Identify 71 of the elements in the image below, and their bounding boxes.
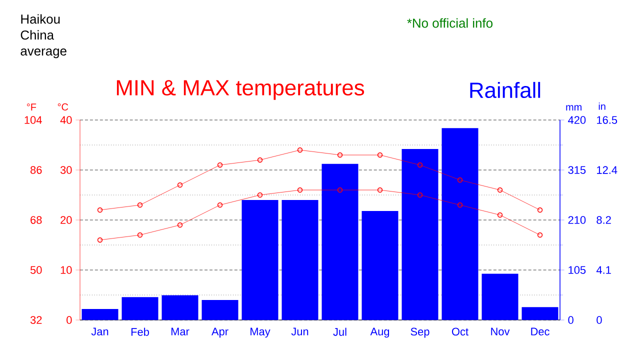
y3-tick-label: 32 [30,316,42,324]
x-tick-label: Mar [171,328,190,336]
x-tick-label: Oct [452,328,468,336]
y-tick-label: 40 [60,116,72,124]
y-tick-label: 10 [60,266,72,274]
point [257,157,263,163]
y2-axis-title: mm [566,105,582,110]
bar [162,295,198,320]
bar [402,149,438,320]
bar [362,210,398,320]
bar [122,297,158,320]
point [497,212,503,218]
x-tick-label: Dec [531,328,550,336]
point [257,192,263,198]
y-tick-label: 0 [66,316,72,324]
x-tick-label: Sep [410,328,430,338]
point [417,192,423,198]
y-tick-label: 30 [60,166,72,174]
text: 8.2 [596,216,611,224]
point [297,187,303,193]
point [217,162,223,168]
x-tick-label: Jun [291,328,308,336]
x-tick-label: May [250,328,270,338]
y3-tick-label: 68 [30,216,42,224]
y-tick-label: 20 [60,216,72,224]
bar [322,164,358,320]
point [337,187,343,193]
text: in [598,102,606,110]
text: MIN & MAX temperatures [116,80,364,100]
point [377,187,383,193]
x-tick-label: Apr [211,328,228,338]
point [177,222,183,228]
text: 16.5 [597,116,618,124]
y2-tick-label: 210 [568,216,586,224]
y2-tick-label: 315 [568,166,586,174]
y-axis-title: °C [58,103,68,110]
point [497,187,503,193]
x-tick-label: Nov [491,328,510,336]
y3-axis-title: °F [27,104,36,110]
y2-tick-label: 0 [568,316,574,324]
point [417,162,423,168]
x-tick-label: Jul [333,328,346,336]
text: 0 [596,316,602,324]
chart-title: Haikou China average [20,14,66,58]
y2-tick-label: 420 [568,116,586,124]
bar [282,200,318,320]
point [137,232,143,238]
point [337,152,343,158]
point [377,152,383,158]
point [177,182,183,188]
point [457,202,463,208]
bar [82,309,118,320]
bar [442,128,478,320]
point [297,147,303,153]
y2-tick-label: 105 [568,266,586,274]
y3-tick-label: 104 [24,116,42,124]
text: 12.4 [597,166,618,174]
point [217,202,223,208]
y3-tick-label: 50 [30,266,42,274]
point [457,177,463,183]
text: *No official info [407,18,493,28]
bar [242,200,278,320]
x-tick-label: Feb [131,328,149,336]
bar [482,274,518,320]
y3-tick-label: 86 [30,166,42,174]
bar [202,300,238,320]
text: Rainfall [470,82,540,98]
x-tick-label: Jan [91,328,108,336]
point [137,202,143,208]
text: 4.1 [596,266,611,274]
x-tick-label: Aug [370,328,390,338]
